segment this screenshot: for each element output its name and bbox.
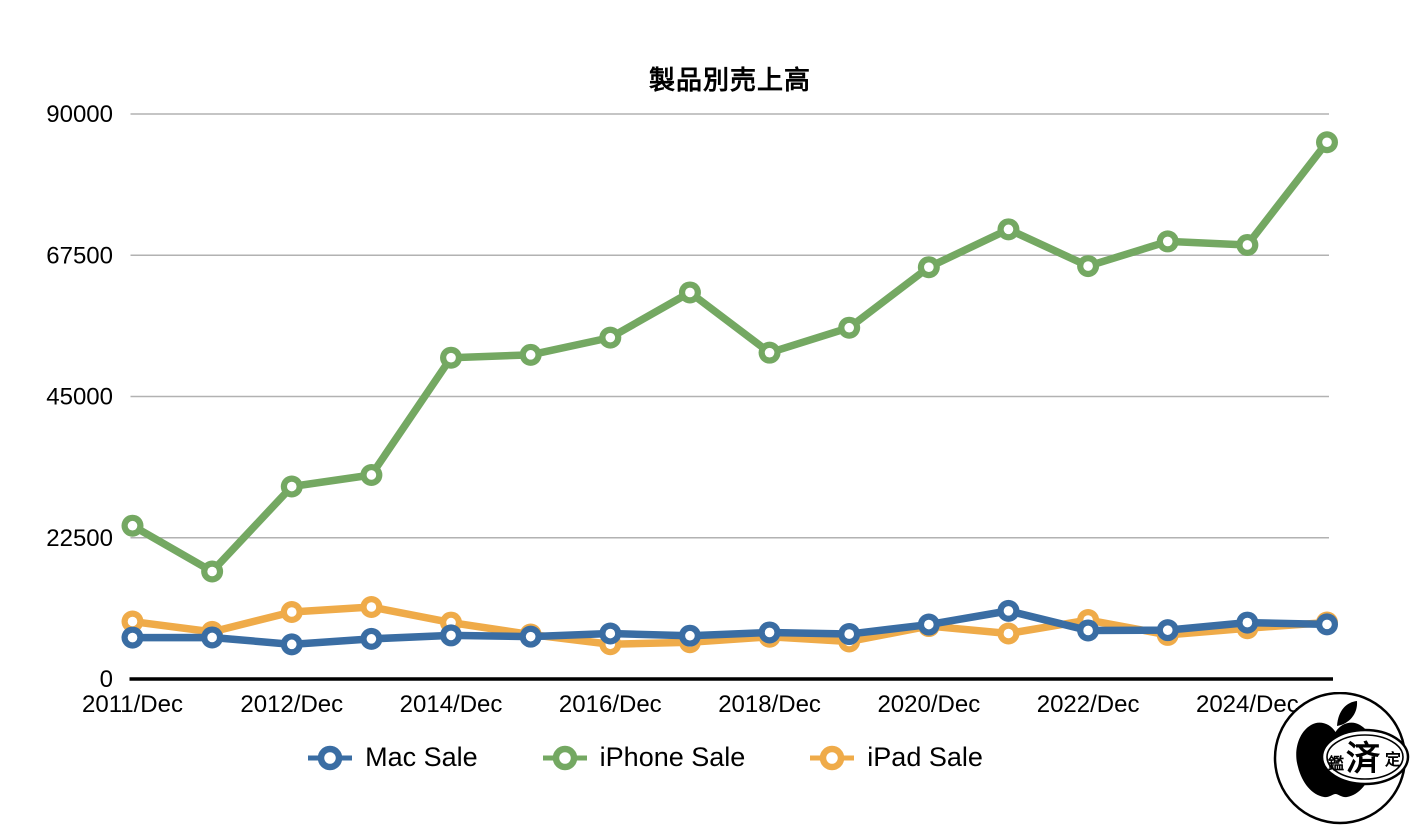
y-tick-label-67500: 67500: [46, 242, 113, 269]
certified-badge: 鑑 済 定: [1320, 728, 1410, 786]
mac-series-marker-icon: [308, 745, 353, 770]
marker-hole-ipad-sale-0: [127, 616, 138, 627]
marker-hole-mac-sale-2: [286, 639, 297, 650]
marker-hole-iphone-sale-1: [207, 566, 217, 577]
marker-hole-iphone-sale-15: [1322, 137, 1332, 148]
marker-hole-iphone-sale-12: [1083, 261, 1093, 271]
marker-hole-mac-sale-1: [207, 632, 217, 643]
marker-hole-mac-sale-8: [764, 627, 775, 638]
chart-title: 製品別売上高: [648, 65, 811, 95]
x-tick-label-2016-Dec: 2016/Dec: [559, 691, 662, 718]
marker-hole-mac-sale-0: [127, 632, 138, 643]
marker-hole-iphone-sale-4: [446, 352, 456, 363]
marker-hole-iphone-sale-10: [924, 262, 934, 272]
legend-item-ipad: iPad Sale: [809, 742, 983, 773]
badge-char-left: 鑑: [1328, 754, 1344, 773]
x-tick-label-2018-Dec: 2018/Dec: [718, 691, 821, 718]
y-tick-label-90000: 90000: [46, 101, 113, 128]
x-tick-label-2011-Dec: 2011/Dec: [82, 691, 183, 718]
marker-hole-mac-sale-9: [844, 629, 854, 639]
x-tick-label-2020-Dec: 2020/Dec: [877, 691, 980, 718]
marker-hole-iphone-sale-8: [764, 347, 775, 358]
y-tick-label-0: 0: [100, 666, 113, 693]
marker-hole-mac-sale-12: [1083, 625, 1093, 636]
ipad-series-marker-icon: [810, 745, 855, 770]
marker-hole-ipad-sale-3: [366, 602, 377, 612]
marker-hole-iphone-sale-13: [1162, 236, 1173, 247]
legend-item-mac: Mac Sale: [307, 742, 478, 773]
marker-hole-mac-sale-5: [525, 631, 536, 642]
marker-hole-iphone-sale-5: [525, 350, 536, 360]
watermark-logo: 鑑 済 定: [1273, 692, 1410, 825]
legend-label-iphone: iPhone Sale: [599, 742, 746, 772]
series-line-mac-sale: [128, 607, 1331, 649]
marker-hole-iphone-sale-11: [1003, 224, 1014, 235]
marker-hole-iphone-sale-3: [366, 470, 377, 480]
marker-hole-iphone-sale-9: [844, 322, 854, 333]
chart-legend: Mac Sale iPhone Sale iPad Sale: [0, 742, 1410, 773]
marker-hole-mac-sale-7: [685, 630, 695, 641]
marker-hole-ipad-sale-2: [286, 607, 297, 617]
badge-char-center: 済: [1346, 740, 1381, 778]
marker-hole-iphone-sale-14: [1242, 240, 1253, 250]
marker-hole-mac-sale-14: [1242, 617, 1253, 628]
marker-hole-iphone-sale-6: [605, 332, 616, 343]
marker-hole-mac-sale-10: [924, 619, 934, 630]
marker-hole-iphone-sale-2: [286, 481, 297, 492]
marker-hole-mac-sale-11: [1003, 606, 1014, 616]
x-tick-label-2012-Dec: 2012/Dec: [240, 691, 343, 718]
legend-label-ipad: iPad Sale: [867, 742, 983, 772]
badge-char-right: 定: [1384, 750, 1401, 769]
marker-hole-mac-sale-3: [366, 634, 377, 644]
series-line-iphone-sale: [128, 138, 1331, 576]
iphone-series-marker-icon: [542, 745, 587, 770]
series-line-ipad-sale: [128, 603, 1331, 649]
marker-hole-mac-sale-13: [1162, 625, 1173, 635]
x-tick-label-2022-Dec: 2022/Dec: [1037, 691, 1140, 718]
marker-hole-iphone-sale-7: [685, 287, 695, 298]
legend-label-mac: Mac Sale: [365, 742, 478, 772]
marker-hole-mac-sale-4: [446, 630, 456, 641]
marker-hole-mac-sale-6: [605, 628, 616, 639]
marker-hole-mac-sale-15: [1322, 619, 1332, 630]
x-tick-label-2014-Dec: 2014/Dec: [400, 691, 503, 718]
marker-hole-ipad-sale-11: [1003, 628, 1014, 639]
legend-item-iphone: iPhone Sale: [542, 742, 746, 773]
y-tick-label-45000: 45000: [46, 384, 113, 411]
y-tick-label-22500: 22500: [46, 525, 113, 552]
marker-hole-iphone-sale-0: [127, 520, 138, 531]
x-tick-label-2024-Dec: 2024/Dec: [1196, 691, 1299, 718]
